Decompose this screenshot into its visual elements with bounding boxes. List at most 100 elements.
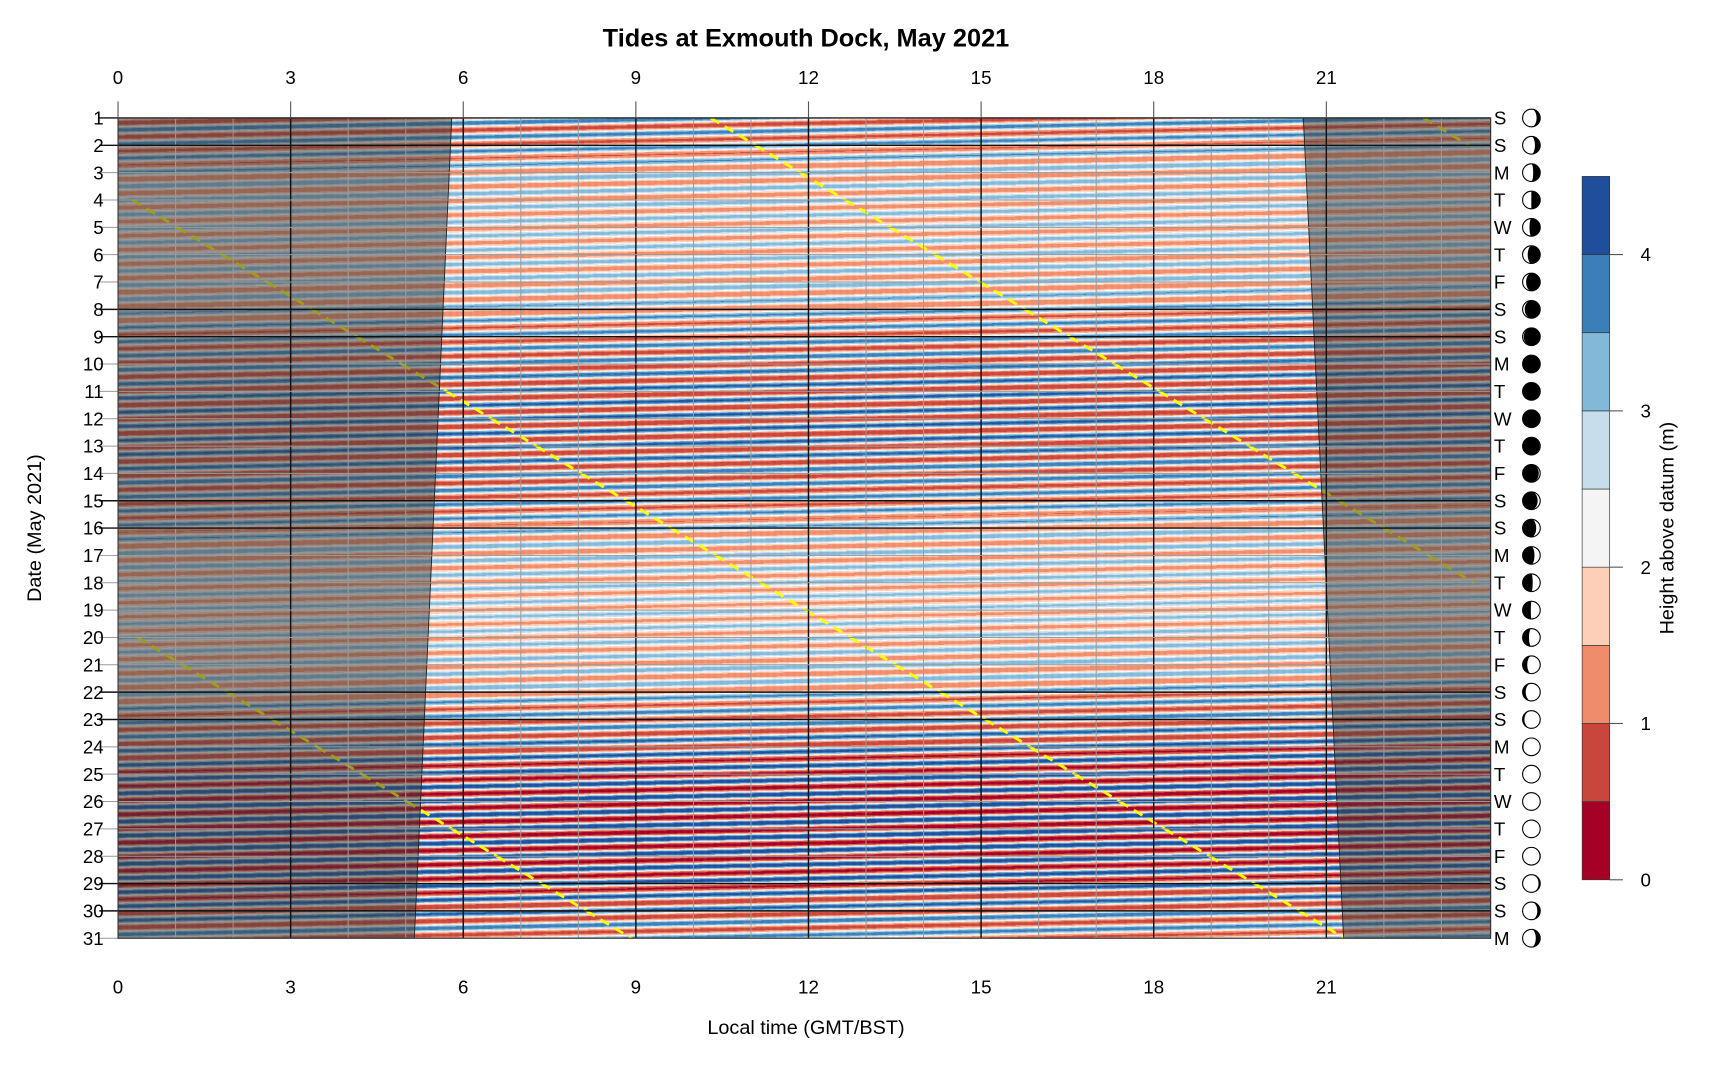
high-water-line [540,882,588,913]
y-tick-label: 17 [83,545,104,566]
colorbar-swatch [1581,644,1611,724]
x-tick-label-bottom: 6 [458,976,468,997]
weekday-letter: M [1494,928,1510,949]
weekday-letter: S [1494,709,1507,730]
y-tick-label: 14 [83,463,104,484]
y-tick-label: 3 [93,162,103,183]
x-tick-label-bottom: 0 [113,976,123,997]
y-tick-label: 30 [83,900,104,921]
y-tick-label: 2 [93,135,103,156]
weekday-letter: S [1494,490,1507,511]
moon-phase-icon [1522,299,1541,319]
colorbar-swatch [1581,176,1611,255]
y-tick-label: 15 [83,490,104,511]
weekday-letter: T [1494,764,1506,785]
moon-outline [1522,928,1541,948]
axes: 0033669912121515181821211234567891011121… [83,67,1337,998]
x-tick-label-top: 21 [1316,67,1337,88]
moon-outline [1522,846,1541,866]
weekday-letter: F [1494,654,1505,675]
weekday-letter: S [1494,299,1507,320]
moon-outline [1522,764,1541,784]
high-water-line [894,663,941,694]
moon-outline [1522,382,1541,401]
weekday-letter: W [1494,217,1512,238]
moon-phase-icon [1522,846,1541,866]
high-water-line [580,472,627,502]
high-water-line [1293,472,1340,502]
y-tick-label: 20 [83,627,104,648]
colorbar-swatch [1581,332,1611,412]
moon-phase-icon [1522,710,1541,729]
moon-outline [1522,901,1541,921]
moon-outline [1522,737,1541,757]
high-water-line [939,690,986,721]
moon-lit-part [1522,163,1534,182]
moon-phase-icon [1522,764,1541,784]
colorbar-label: Height above datum (m) [1657,422,1679,635]
y-tick-label: 22 [83,682,104,703]
y-tick-label: 18 [83,572,104,593]
high-water-line [1024,308,1071,338]
moon-dark-part [1522,464,1541,483]
y-tick-label: 13 [83,436,104,457]
moon-phase-icon [1522,874,1541,893]
y-tick-label: 27 [83,818,104,839]
weekday-letter: T [1494,436,1506,457]
weekday-letter: F [1494,846,1505,867]
moon-lit-part [1522,191,1532,209]
high-water-line [1158,390,1206,420]
colorbar-swatch [1581,410,1611,490]
x-tick-label-bottom: 12 [798,976,819,997]
colorbar-swatch [1581,488,1611,568]
y-tick-label: 23 [83,709,104,730]
y-tick-label: 24 [83,736,104,757]
moon-outline [1522,628,1541,647]
high-water-line [625,499,672,530]
weekday-letter: S [1494,326,1507,347]
plot-area [99,116,1492,940]
moon-lit-part [1525,683,1541,701]
moon-dark-part [1522,300,1541,319]
high-water-line [844,198,891,229]
moon-lit-part [1522,902,1538,920]
y-tick-label: 1 [93,108,103,129]
weekday-letter: W [1494,408,1512,429]
x-tick-label-top: 6 [458,67,468,88]
moon-phase-icon [1522,245,1541,265]
y-tick-label: 16 [83,518,104,539]
weekday-letter: S [1494,518,1507,539]
moon-phase-icon [1522,901,1541,921]
x-tick-label-bottom: 3 [285,976,295,997]
moon-outline [1522,464,1541,483]
high-water-line [889,226,936,256]
y-tick-label: 26 [83,791,104,812]
moon-lit-part [1522,874,1539,893]
high-water-line [585,909,632,940]
moon-phase-icon [1522,792,1541,811]
x-tick-label-top: 12 [798,67,819,88]
moon-lit-part [1522,109,1537,127]
moon-lit-part [1531,491,1541,510]
moon-dark-part [1522,273,1541,291]
moon-phase-icon [1522,135,1541,155]
moon-lit-part [1523,738,1541,756]
x-tick-label-top: 15 [971,67,992,88]
x-tick-label-top: 18 [1143,67,1164,88]
moon-outline [1522,190,1541,210]
x-axis-label: Local time (GMT/BST) [707,1017,904,1039]
y-tick-label: 11 [84,381,103,402]
moon-lit-part [1522,847,1540,866]
moon-lit-part [1524,710,1541,729]
moon-phase-icon [1522,327,1541,347]
moon-outline [1522,163,1541,183]
moon-outline [1522,272,1541,292]
y-tick-label: 19 [83,600,104,621]
moon-phase-icon [1522,819,1541,839]
moon-outline [1522,518,1541,538]
x-tick-label-top: 3 [285,67,295,88]
colorbar-tick-label: 0 [1641,869,1651,890]
weekday-letter: T [1494,381,1506,402]
moon-outline [1522,135,1541,155]
plot-border [117,117,1492,939]
